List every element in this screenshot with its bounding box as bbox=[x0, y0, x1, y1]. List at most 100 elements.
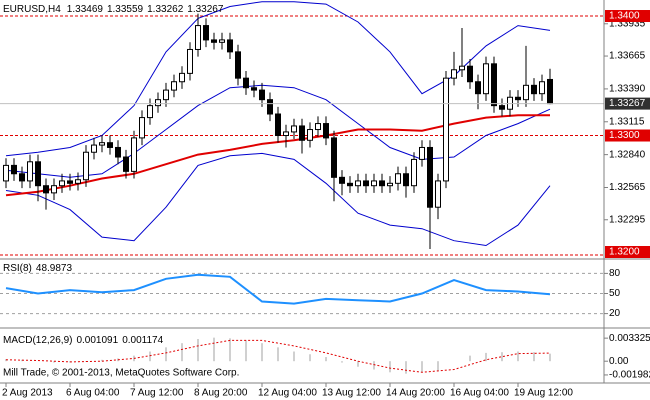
candle-body bbox=[115, 146, 121, 158]
price-header: EURUSD,H4 1.33469 1.33559 1.33262 1.33267 bbox=[3, 4, 224, 15]
candle-body bbox=[43, 185, 49, 194]
candle-body bbox=[443, 77, 449, 182]
x-tick-label: 7 Aug 12:00 bbox=[130, 388, 184, 399]
candle-body bbox=[195, 25, 201, 50]
candle-body bbox=[371, 180, 377, 187]
indicator-line bbox=[5, 84, 551, 178]
level-label-box bbox=[605, 246, 650, 258]
x-tick-label: 14 Aug 20:00 bbox=[386, 388, 445, 399]
x-tick-label: 19 Aug 12:00 bbox=[514, 388, 573, 399]
level-label-box bbox=[605, 129, 650, 142]
rsi-line bbox=[5, 273, 551, 305]
y-tick-label: 1.33935 bbox=[609, 18, 646, 29]
candle-body bbox=[155, 99, 161, 107]
candle-body bbox=[419, 146, 425, 160]
close: 1.33267 bbox=[187, 4, 224, 15]
candle-body bbox=[355, 180, 361, 187]
candle-body bbox=[411, 158, 417, 187]
candle-body bbox=[483, 63, 489, 95]
candle-body bbox=[427, 146, 433, 208]
candle-body bbox=[131, 137, 137, 172]
candle-body bbox=[363, 180, 369, 187]
y-tick-label: 80 bbox=[609, 268, 621, 279]
macd-header: MACD(12,26,9) 0.001091 0.001174 bbox=[3, 335, 164, 346]
y-tick-label: 0.00 bbox=[609, 356, 629, 367]
high: 1.33559 bbox=[107, 4, 144, 15]
candle-body bbox=[459, 65, 465, 71]
rsi-panel bbox=[0, 272, 604, 315]
x-tick-label: 12 Aug 04:00 bbox=[258, 388, 317, 399]
candle-body bbox=[467, 65, 473, 83]
current-price-label: 1.33267 bbox=[609, 98, 646, 109]
candle-body bbox=[11, 164, 17, 175]
y-tick-label: 20 bbox=[609, 308, 621, 319]
candle-body bbox=[307, 129, 313, 141]
level-label: 1.3300 bbox=[609, 130, 640, 141]
candle-body bbox=[99, 142, 105, 146]
candle-body bbox=[475, 81, 481, 95]
rsi-value: 48.9873 bbox=[36, 263, 73, 274]
current-price-box bbox=[605, 97, 650, 110]
copyright: Mill Trade, © 2001-2013, MetaQuotes Soft… bbox=[3, 368, 239, 379]
candle-body bbox=[395, 173, 401, 184]
scales: 1.33935 1.33665 1.33390 1.33115 1.32840 1.325… bbox=[2, 10, 650, 399]
price-panel bbox=[0, 1, 604, 256]
candle-body bbox=[163, 89, 169, 101]
x-tick-label: 8 Aug 20:00 bbox=[194, 388, 248, 399]
candle-body bbox=[83, 151, 89, 181]
candle-body bbox=[547, 78, 553, 105]
indicator-line bbox=[5, 152, 551, 247]
level-label: 1.3400 bbox=[609, 11, 640, 22]
rsi-title: RSI(8) bbox=[3, 263, 32, 274]
y-tick-label: 1.32840 bbox=[609, 149, 646, 160]
low: 1.33262 bbox=[147, 4, 184, 15]
level-label: 1.3200 bbox=[609, 247, 640, 258]
rsi-header: RSI(8) 48.9873 bbox=[3, 263, 72, 274]
candle-body bbox=[171, 81, 177, 91]
candle-body bbox=[251, 87, 257, 91]
candle-body bbox=[283, 131, 289, 137]
candle-body bbox=[19, 173, 25, 182]
candle-body bbox=[403, 173, 409, 187]
y-tick-label: -0.001982 bbox=[609, 370, 650, 381]
y-tick-label: 1.32565 bbox=[609, 182, 646, 193]
candle-body bbox=[435, 180, 441, 208]
candle-body bbox=[179, 72, 185, 83]
candle-body bbox=[235, 51, 241, 79]
y-tick-label: 0.003325 bbox=[609, 333, 650, 344]
candle-body bbox=[219, 39, 225, 43]
candle-body bbox=[379, 180, 385, 187]
candle-body bbox=[3, 164, 9, 182]
candle-body bbox=[323, 123, 329, 139]
y-tick-label: 1.33115 bbox=[609, 116, 645, 127]
candle-body bbox=[267, 99, 273, 115]
x-tick-label: 16 Aug 04:00 bbox=[450, 388, 509, 399]
symbol: EURUSD,H4 bbox=[3, 4, 61, 15]
candle-body bbox=[187, 48, 193, 74]
candle-body bbox=[51, 185, 57, 194]
candle-body bbox=[27, 161, 33, 182]
macd-value: 0.001091 bbox=[76, 335, 118, 346]
open: 1.33469 bbox=[67, 4, 104, 15]
candle-body bbox=[227, 39, 233, 53]
candle-body bbox=[515, 96, 521, 101]
candle-body bbox=[35, 161, 41, 187]
candle-body bbox=[299, 125, 305, 141]
candle-body bbox=[59, 180, 65, 187]
candle-body bbox=[531, 84, 537, 95]
candle-body bbox=[259, 89, 265, 101]
candle-body bbox=[331, 137, 337, 178]
candle-body bbox=[243, 77, 249, 89]
candle-body bbox=[387, 182, 393, 187]
x-tick-label: 2 Aug 2013 bbox=[2, 388, 53, 399]
candle-body bbox=[275, 113, 281, 137]
candle-body bbox=[147, 105, 153, 119]
candle-body bbox=[75, 179, 81, 184]
candle-body bbox=[451, 69, 457, 79]
candle-body bbox=[523, 84, 529, 101]
candle-body bbox=[347, 182, 353, 187]
y-tick-label: 1.32295 bbox=[609, 214, 646, 225]
y-tick-label: 50 bbox=[609, 288, 621, 299]
